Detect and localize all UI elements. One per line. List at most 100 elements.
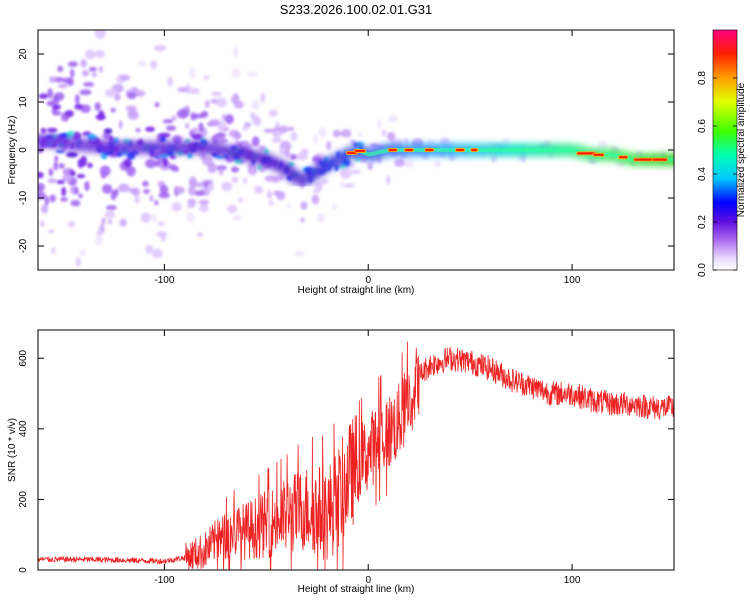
spectrogram-noise-cell bbox=[47, 88, 54, 99]
spectrogram-noise-cell bbox=[84, 181, 90, 191]
spectrogram-noise-cell bbox=[48, 168, 54, 177]
spectrogram-noise-cell bbox=[54, 155, 59, 162]
spectrogram-noise-cell bbox=[145, 126, 155, 132]
spectrogram-noise-cell bbox=[358, 132, 363, 138]
spectrogram-noise-cell bbox=[88, 66, 97, 72]
spectrogram-noise-cell bbox=[53, 92, 65, 101]
spectrogram-noise-cell bbox=[154, 200, 159, 206]
spectrogram-noise-cell bbox=[95, 49, 105, 58]
spectrogram-noise-cell bbox=[40, 127, 47, 134]
spectrogram-noise-cell bbox=[75, 257, 81, 267]
spectrogram-noise-cell bbox=[240, 143, 253, 149]
spectrogram-noise-cell bbox=[74, 94, 80, 105]
spectrogram-noise-cell bbox=[318, 127, 327, 138]
spectrogram-speckle bbox=[338, 164, 347, 169]
spectrogram-noise-cell bbox=[260, 92, 266, 103]
spectrogram-speckle bbox=[159, 153, 169, 158]
spectrogram-noise-cell bbox=[145, 244, 154, 254]
spectrogram-noise-cell bbox=[64, 110, 74, 118]
spectrogram-noise-cell bbox=[198, 122, 204, 133]
spectrogram-noise-cell bbox=[80, 59, 87, 68]
spectrogram-noise-cell bbox=[53, 161, 59, 171]
spectrogram-noise-cell bbox=[118, 183, 130, 193]
spectrogram-noise-cell bbox=[102, 184, 113, 194]
spectrogram-noise-cell bbox=[104, 210, 116, 219]
spectrogram-speckle bbox=[154, 155, 159, 159]
spectrogram-noise-cell bbox=[78, 193, 83, 199]
spectrogram-noise-cell bbox=[105, 88, 117, 98]
spectrogram-noise-cell bbox=[123, 158, 132, 168]
snr-ytick-label: 600 bbox=[18, 349, 29, 366]
snr-frame bbox=[37, 329, 675, 571]
spectrogram-noise-cell bbox=[70, 68, 75, 79]
spectrogram-noise-cell bbox=[217, 121, 227, 132]
spectrogram-ytick-label: -10 bbox=[18, 190, 29, 205]
spectrogram-noise-cell bbox=[272, 175, 280, 183]
snr-xlabel: Height of straight line (km) bbox=[298, 584, 415, 595]
spectrogram-noise-cell bbox=[386, 174, 391, 186]
spectrogram-noise-cell bbox=[250, 99, 260, 110]
spectrogram-noise-cell bbox=[341, 129, 352, 138]
spectrogram-noise-cell bbox=[263, 128, 275, 134]
spectrogram-noise-cell bbox=[233, 214, 242, 221]
spectrogram-noise-cell bbox=[131, 187, 141, 196]
spectrogram-noise-cell bbox=[367, 162, 373, 171]
spectrogram-noise-cell bbox=[159, 184, 169, 195]
spectrogram-noise-cell bbox=[125, 105, 138, 112]
spectrogram-noise-cell bbox=[194, 190, 205, 196]
snr-xtick-label: -100 bbox=[154, 575, 174, 586]
spectrogram-noise-cell bbox=[154, 101, 160, 108]
spectrogram-xtick-label: -100 bbox=[154, 275, 174, 286]
spectrogram-noise-cell bbox=[434, 160, 442, 168]
spectrogram-noise-cell bbox=[47, 178, 57, 184]
spectrogram-noise-cell bbox=[143, 189, 150, 194]
spectrogram-noise-cell bbox=[312, 189, 320, 194]
spectrogram-noise-cell bbox=[98, 66, 104, 73]
spectrogram-noise-cell bbox=[234, 140, 240, 145]
spectrogram-noise-cell bbox=[79, 249, 87, 257]
spectrogram-noise-cell bbox=[284, 148, 291, 158]
spectrogram-noise-cell bbox=[247, 71, 259, 77]
spectrogram-noise-cell bbox=[138, 60, 147, 67]
spectrogram-noise-cell bbox=[188, 184, 196, 196]
spectrogram-noise-cell bbox=[57, 65, 64, 73]
spectrogram-noise-cell bbox=[171, 202, 182, 212]
spectrogram-noise-cell bbox=[294, 250, 305, 257]
spectrogram-noise-cell bbox=[73, 186, 79, 195]
spectrogram-noise-cell bbox=[105, 205, 117, 211]
spectrogram-noise-cell bbox=[127, 91, 137, 100]
spectrogram-noise-cell bbox=[278, 174, 284, 181]
snr-ytick-label: 0 bbox=[18, 567, 29, 573]
spectrogram-noise-cell bbox=[145, 158, 157, 169]
snr-series-line bbox=[38, 341, 674, 570]
spectrogram-noise-cell bbox=[175, 186, 185, 195]
spectrogram-noise-cell bbox=[142, 180, 149, 187]
spectrogram-noise-cell bbox=[85, 49, 96, 60]
spectrogram-xtick-label: 0 bbox=[365, 275, 371, 286]
spectrogram-noise-cell bbox=[377, 119, 382, 130]
spectrogram-noise-cell bbox=[189, 67, 196, 79]
spectrogram-noise-cell bbox=[94, 102, 101, 111]
spectrogram-noise-cell bbox=[228, 129, 240, 138]
spectrogram-noise-cell bbox=[273, 131, 283, 137]
spectrogram-noise-cell bbox=[350, 169, 362, 175]
spectrogram-noise-cell bbox=[94, 235, 103, 246]
spectrogram-noise-cell bbox=[216, 136, 227, 145]
spectrogram-noise-cell bbox=[271, 137, 283, 143]
spectrogram-noise-cell bbox=[118, 120, 123, 130]
spectrogram-noise-cell bbox=[254, 115, 259, 123]
spectrogram-noise-cell bbox=[285, 203, 292, 208]
spectrogram-noise-cell bbox=[91, 72, 98, 78]
spectrogram-ytick-label: 20 bbox=[18, 48, 29, 60]
spectrogram-noise-cell bbox=[154, 44, 167, 52]
spectrogram-noise-cell bbox=[76, 174, 86, 179]
colorbar-frame bbox=[712, 29, 738, 271]
spectrogram-noise-cell bbox=[209, 119, 221, 126]
spectrogram-noise-cell bbox=[343, 183, 356, 188]
spectrogram-noise-cell bbox=[242, 177, 248, 184]
spectrogram-noise-cell bbox=[99, 165, 111, 177]
spectrogram-noise-cell bbox=[225, 114, 234, 125]
colorbar-tick-label: 0.0 bbox=[697, 263, 708, 277]
